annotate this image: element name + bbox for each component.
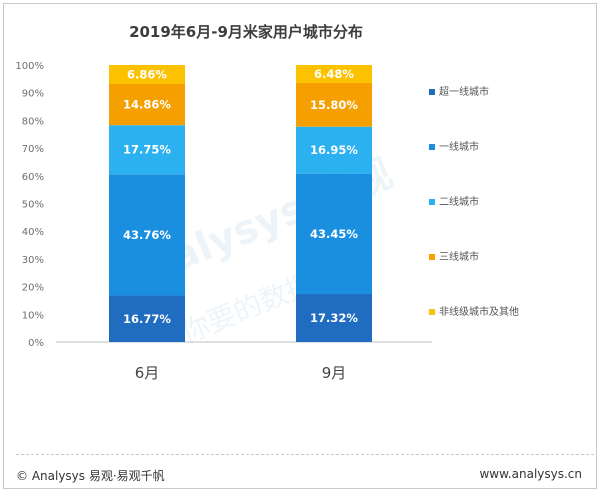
data-label: 6.86% [127,68,167,82]
data-label: 6.48% [314,67,354,81]
legend-item: 一线城市 [429,140,479,153]
bar-segment [109,174,185,296]
y-tick-label: 50% [22,200,44,211]
data-label: 14.86% [123,98,171,112]
y-tick-label: 20% [22,283,44,294]
chart-title: 2019年6月-9月米家用户城市分布 [129,23,363,41]
legend-swatch [429,89,435,95]
legend-label: 非线级城市及其他 [439,305,519,318]
bar-segment [296,126,372,174]
y-tick-label: 40% [22,227,44,238]
y-tick-label: 70% [22,144,44,155]
legend-item: 非线级城市及其他 [429,305,519,318]
x-tick-label: 6月 [135,364,160,382]
legend-item: 三线城市 [429,250,479,263]
bar-segment [296,65,372,83]
footer-website: www.analysys.cn [479,467,582,481]
y-tick-label: 60% [22,172,44,183]
y-axis: 0% 10% 20% 30% 40% 50% 60% 70% 80% 90% 100% [15,61,44,349]
bar-segment [109,84,185,126]
legend-label: 三线城市 [439,250,479,263]
legend-swatch [429,199,435,205]
data-label: 17.75% [123,143,171,157]
footer-divider [16,454,594,455]
data-label: 43.45% [310,227,358,241]
legend-label: 超一线城市 [439,85,489,98]
y-tick-label: 0% [28,338,44,349]
chart-frame: Analysys 易观 你要的数据分析 2019年6月-9月米家用户城市分布 0%… [3,3,597,489]
bar-segment [109,125,185,175]
y-tick-label: 90% [22,89,44,100]
data-label: 16.77% [123,312,171,326]
data-label: 17.32% [310,311,358,325]
legend-swatch [429,254,435,260]
legend-item: 二线城市 [429,195,479,208]
bar-segment [296,82,372,127]
bar-segment [296,173,372,295]
legend-item: 超一线城市 [429,85,489,98]
legend-swatch [429,144,435,150]
x-axis: 6月 9月 [135,364,347,382]
bars: 16.77% 43.76% 17.75% 14.86% 6.86% 17.32% 43.45… [109,65,372,342]
data-label: 43.76% [123,228,171,242]
y-tick-label: 100% [15,61,44,72]
legend-label: 二线城市 [439,195,479,208]
bar-segment [109,65,185,85]
y-tick-label: 80% [22,116,44,127]
footer-copyright: © Analysys 易观·易观千帆 [16,469,165,483]
legend-label: 一线城市 [439,140,479,153]
y-tick-label: 30% [22,255,44,266]
data-label: 15.80% [310,98,358,112]
x-tick-label: 9月 [322,364,347,382]
bar-segment [109,295,185,342]
bar-segment [296,294,372,342]
data-label: 16.95% [310,143,358,157]
legend-swatch [429,309,435,315]
y-tick-label: 10% [22,310,44,321]
